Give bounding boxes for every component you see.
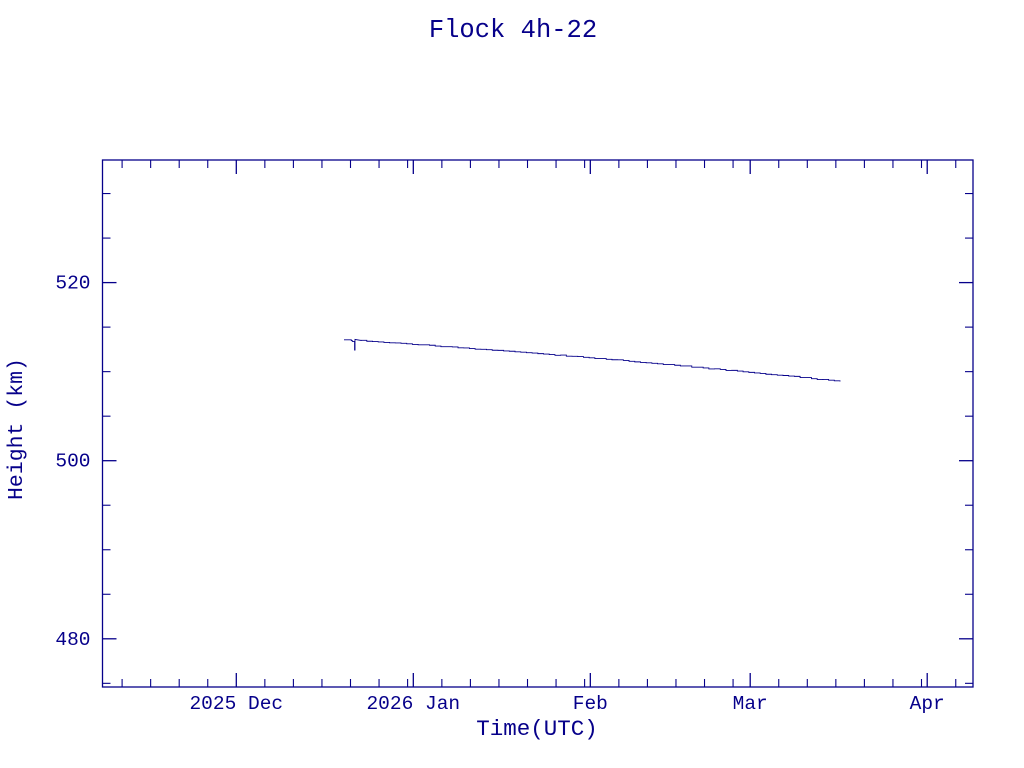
svg-text:480: 480 — [55, 629, 90, 651]
svg-text:Apr: Apr — [910, 693, 945, 715]
svg-text:Flock 4h-22: Flock 4h-22 — [429, 16, 597, 45]
svg-text:Feb: Feb — [573, 693, 608, 715]
svg-text:2025 Dec: 2025 Dec — [189, 693, 283, 715]
svg-text:Time(UTC): Time(UTC) — [476, 716, 598, 742]
svg-text:2026 Jan: 2026 Jan — [366, 693, 460, 715]
svg-text:Height (km): Height (km) — [5, 358, 29, 500]
svg-text:500: 500 — [55, 451, 90, 473]
svg-text:Mar: Mar — [733, 693, 768, 715]
svg-text:520: 520 — [55, 273, 90, 295]
